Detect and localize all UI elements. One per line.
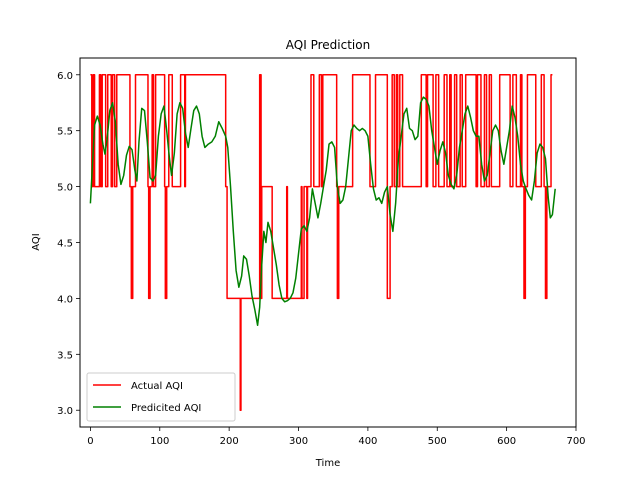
chart-title: AQI Prediction bbox=[286, 38, 370, 52]
y-tick-label: 5.5 bbox=[57, 127, 73, 138]
series-layer bbox=[89, 74, 556, 411]
actual-aqi-line bbox=[90, 74, 553, 411]
plot-frame bbox=[79, 57, 577, 428]
x-axis-label: Time bbox=[315, 458, 340, 469]
x-tick-label: 600 bbox=[497, 436, 516, 447]
x-tick-label: 100 bbox=[150, 436, 169, 447]
y-tick-label: 4.5 bbox=[57, 239, 73, 250]
y-tick-label: 6.0 bbox=[57, 71, 73, 82]
legend-box bbox=[86, 372, 236, 422]
x-tick-label: 400 bbox=[358, 436, 377, 447]
x-tick-label: 700 bbox=[566, 436, 585, 447]
y-axis-ticks: 3.0 3.5 4.0 4.5 5.0 5.5 6.0 bbox=[57, 71, 80, 417]
y-axis-label: AQI bbox=[31, 233, 42, 251]
x-tick-label: 0 bbox=[87, 436, 93, 447]
x-tick-label: 500 bbox=[428, 436, 447, 447]
y-tick-label: 4.0 bbox=[57, 294, 73, 305]
x-tick-label: 200 bbox=[220, 436, 239, 447]
y-tick-label: 3.0 bbox=[57, 406, 73, 417]
x-axis-ticks: 0 100 200 300 400 500 600 700 bbox=[87, 427, 586, 447]
legend-label-predicted: Predicited AQI bbox=[131, 403, 201, 414]
x-tick-label: 300 bbox=[289, 436, 308, 447]
predicted-aqi-line bbox=[89, 96, 556, 326]
plot-area: 0 100 200 300 400 500 600 700 3.0 3.5 4.0 4.5 5.0 5.… bbox=[57, 57, 586, 447]
legend-label-actual: Actual AQI bbox=[131, 381, 183, 392]
legend: Actual AQI Predicited AQI bbox=[86, 372, 236, 422]
y-tick-label: 3.5 bbox=[57, 350, 73, 361]
y-tick-label: 5.0 bbox=[57, 183, 73, 194]
